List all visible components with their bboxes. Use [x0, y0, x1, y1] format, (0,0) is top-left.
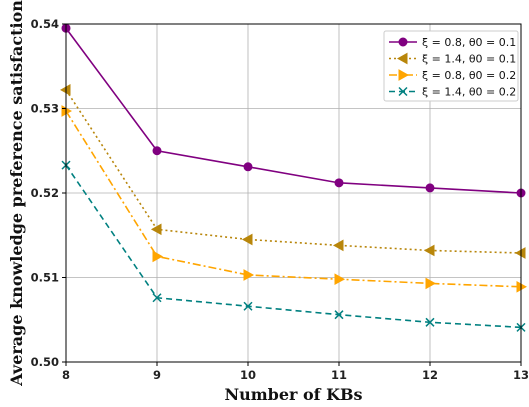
data-point	[243, 162, 253, 172]
legend-marker	[398, 69, 410, 81]
x-tick-label: 10	[240, 368, 256, 382]
legend-label: ξ = 1.4, θ0 = 0.1	[422, 53, 516, 66]
data-point	[152, 146, 162, 156]
legend-marker	[398, 37, 408, 47]
series-line	[65, 110, 522, 288]
legend-box	[383, 30, 519, 102]
x-tick-label: 12	[422, 368, 438, 382]
x-marker-stroke	[398, 86, 408, 97]
data-point	[243, 269, 255, 281]
series-line	[65, 164, 522, 329]
y-tick-label: 0.54	[31, 17, 59, 31]
x-tick-label: 9	[153, 368, 161, 382]
y-tick-label: 0.50	[31, 355, 59, 369]
legend-marker	[398, 86, 408, 97]
data-point	[334, 310, 344, 320]
data-point	[425, 317, 435, 327]
x-marker-stroke	[334, 310, 344, 320]
data-point	[334, 178, 344, 188]
data-point	[243, 301, 253, 311]
series-line	[65, 89, 522, 254]
x-marker-stroke	[243, 301, 253, 311]
x-tick-label: 8	[62, 368, 70, 382]
data-point	[241, 233, 253, 246]
y-tick-label: 0.52	[31, 186, 59, 200]
data-point	[332, 239, 344, 252]
axis-ticks: 8 9 10 11 12 13 0.50 0.51 0.52 0.53 0.54	[31, 17, 529, 382]
x-marker-stroke	[152, 293, 162, 303]
series-line	[65, 27, 522, 194]
data-point	[334, 273, 346, 286]
series-4	[61, 160, 526, 332]
x-marker-stroke	[425, 317, 435, 327]
legend-entry: ξ = 1.4, θ0 = 0.1	[389, 53, 516, 66]
legend-label: ξ = 1.4, θ0 = 0.2	[422, 86, 516, 99]
data-point	[425, 277, 437, 290]
legend-label: ξ = 0.8, θ0 = 0.1	[422, 36, 516, 49]
data-point	[150, 223, 162, 236]
y-tick-label: 0.51	[31, 271, 59, 285]
legend-entry: ξ = 0.8, θ0 = 0.2	[389, 69, 516, 82]
x-tick-label: 11	[331, 368, 347, 382]
y-tick-label: 0.53	[31, 102, 59, 116]
data-point	[152, 293, 162, 303]
y-axis-label: Average knowledge preference satisfactio…	[7, 0, 26, 387]
legend-marker	[396, 52, 408, 65]
series-layer	[59, 23, 528, 332]
x-tick-label: 13	[513, 368, 529, 382]
data-point	[152, 250, 164, 263]
data-point	[425, 183, 435, 193]
legend-entry: ξ = 0.8, θ0 = 0.1	[389, 36, 516, 49]
legend-entry: ξ = 1.4, θ0 = 0.2	[389, 86, 516, 99]
x-axis-label: Number of KBs	[224, 385, 362, 404]
legend: ξ = 0.8, θ0 = 0.1 ξ = 1.4, θ0 = 0.1 ξ = 0.…	[383, 30, 519, 102]
legend-label: ξ = 0.8, θ0 = 0.2	[422, 69, 516, 82]
data-point	[423, 244, 435, 257]
